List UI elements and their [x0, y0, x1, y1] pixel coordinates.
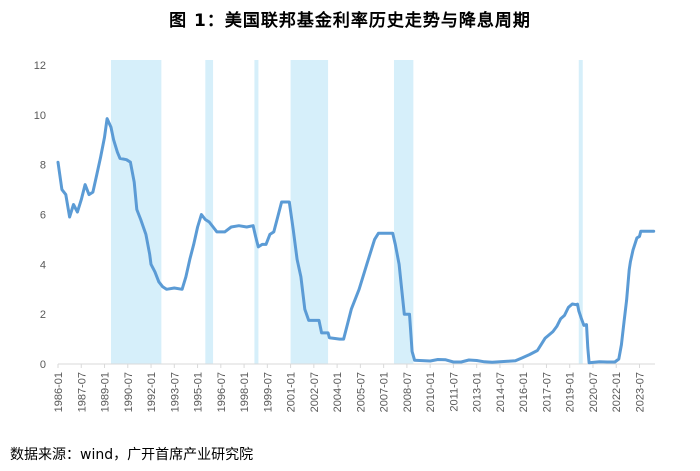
shaded-period-4 [393, 60, 414, 364]
x-tick-label: 2008-07 [402, 372, 414, 412]
y-tick-label: 10 [34, 110, 46, 122]
shaded-period-5 [578, 60, 583, 364]
y-tick-label: 0 [40, 359, 46, 371]
x-tick-label: 1993-07 [169, 372, 181, 412]
x-tick-label: 2010-01 [425, 372, 437, 412]
series-layer [56, 117, 656, 365]
x-tick-label: 2004-01 [332, 372, 344, 412]
x-tick-label: 1990-07 [123, 372, 135, 412]
x-tick-label: 1992-01 [146, 372, 158, 412]
x-tick-label: 2005-07 [355, 372, 367, 412]
source-note: 数据来源：wind，广开首席产业研究院 [10, 447, 254, 463]
x-tick-label: 1998-01 [239, 372, 251, 412]
x-tick-label: 1996-07 [216, 372, 228, 412]
y-tick-label: 8 [40, 160, 46, 172]
x-tick-label: 2011-07 [448, 372, 460, 412]
y-axis: 0 2 4 6 8 10 12 [34, 60, 46, 371]
x-tick-label: 1999-07 [262, 372, 274, 412]
x-tick-label: 2001-01 [286, 372, 298, 412]
shaded-period-3 [290, 60, 329, 364]
x-tick-label: 2002-07 [309, 372, 321, 412]
chart-title: 图 1：美国联邦基金利率历史走势与降息周期 [169, 11, 531, 31]
x-tick-label: 2016-01 [518, 372, 530, 412]
x-tick-label: 1989-01 [100, 372, 112, 412]
fed-funds-rate-line [56, 117, 656, 365]
cut-cycle-shading [110, 60, 583, 364]
shaded-period-1 [205, 60, 214, 364]
x-tick-label: 1986-01 [53, 372, 65, 412]
y-tick-label: 12 [34, 60, 46, 72]
x-tick-label: 2017-07 [541, 372, 553, 412]
shaded-period-2 [254, 60, 259, 364]
x-tick-label: 2023-07 [634, 372, 646, 412]
x-axis: 1986-01 1987-07 1989-01 1990-07 1992-01 1993-… [53, 364, 646, 412]
y-tick-label: 6 [40, 210, 46, 222]
x-tick-label: 1995-01 [193, 372, 205, 412]
x-tick-label: 2014-07 [495, 372, 507, 412]
y-tick-label: 2 [40, 309, 46, 321]
x-tick-label: 2013-01 [472, 372, 484, 412]
x-tick-label: 2007-01 [379, 372, 391, 412]
x-tick-label: 2019-01 [565, 372, 577, 412]
x-tick-label: 1987-07 [76, 372, 88, 412]
x-tick-label: 2022-01 [611, 372, 623, 412]
y-tick-label: 4 [40, 259, 46, 271]
x-tick-label: 2020-07 [588, 372, 600, 412]
